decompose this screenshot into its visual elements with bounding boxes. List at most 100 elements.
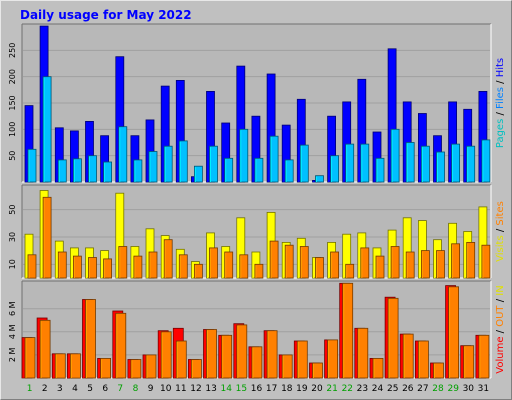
x-axis-labels: 1 2 3 4 5 6 7 8 9 10 11 12 13 14 15 16 17 18 19 20 21 22 23 24 2…	[27, 384, 489, 394]
chart-title: Daily usage for May 2022	[20, 8, 192, 22]
x-tick-label: 8	[133, 384, 139, 394]
x-tick-label: 1	[27, 384, 33, 394]
bar-sites-day-19	[299, 246, 309, 279]
bar-sites-day-10	[163, 239, 173, 279]
bar-files-day-6	[103, 161, 112, 183]
panel-legend: Volume / OUT / IN	[495, 285, 506, 373]
bar-files-day-13	[209, 145, 218, 183]
bar-out-day-26	[402, 333, 414, 379]
bar-sites-day-1	[27, 254, 37, 279]
bar-sites-day-27	[420, 250, 430, 279]
bar-sites-day-22	[345, 263, 355, 279]
x-tick-label: 30	[463, 384, 475, 394]
legend-part: Pages	[495, 119, 506, 148]
bar-sites-day-16	[254, 263, 264, 279]
legend-part: /	[495, 77, 506, 87]
bar-out-day-20	[312, 362, 323, 379]
bar-files-day-8	[133, 159, 143, 183]
bar-sites-day-18	[284, 244, 294, 279]
bar-files-day-26	[405, 142, 415, 183]
panel-1: 50 100 150 200 250 Pages / Files / Hits	[8, 23, 506, 183]
x-tick-label: 12	[190, 384, 201, 394]
bar-files-day-9	[148, 151, 158, 183]
y-tick-label: 10	[8, 259, 17, 269]
bar-sites-day-28	[436, 250, 445, 279]
bar-out-day-19	[296, 340, 308, 379]
bar-sites-day-17	[269, 240, 279, 279]
bar-out-day-28	[433, 362, 444, 379]
bar-sites-day-12	[193, 263, 203, 279]
x-tick-label: 28	[432, 384, 444, 394]
bar-files-day-16	[254, 157, 264, 183]
bar-files-day-28	[436, 151, 445, 183]
legend-part: Files	[495, 87, 506, 109]
bar-sites-day-31	[481, 244, 491, 279]
bar-files-day-29	[451, 143, 461, 183]
panel-legend: Pages / Files / Hits	[495, 58, 506, 148]
bar-out-day-16	[251, 346, 263, 379]
legend-part: Visits	[495, 235, 506, 262]
x-tick-label: 23	[357, 384, 368, 394]
y-tick-label: 50	[8, 205, 17, 215]
legend-part: /	[495, 109, 506, 119]
x-tick-label: 11	[175, 384, 186, 394]
x-tick-label: 6	[102, 384, 108, 394]
bar-sites-day-25	[390, 246, 400, 279]
x-tick-label: 10	[160, 384, 172, 394]
y-tick-label: 2 M	[8, 348, 17, 363]
bar-out-day-5	[85, 299, 96, 379]
bar-out-day-10	[160, 331, 172, 379]
bar-files-day-24	[375, 157, 385, 183]
bar-sites-day-23	[360, 247, 370, 279]
bar-files-day-18	[284, 159, 294, 183]
legend-part: Sites	[495, 201, 506, 225]
x-tick-label: 25	[387, 384, 398, 394]
x-tick-label: 3	[57, 384, 63, 394]
bar-out-day-22	[342, 282, 354, 379]
y-tick-label: 200	[8, 69, 17, 84]
bar-files-day-23	[360, 143, 370, 183]
bar-sites-day-4	[73, 255, 82, 279]
panel-2: 10 30 50 Visits / Sites	[8, 184, 506, 279]
x-tick-label: 15	[236, 384, 247, 394]
y-tick-label: 100	[8, 122, 17, 137]
bar-files-day-11	[178, 140, 188, 183]
bar-out-day-24	[372, 357, 384, 379]
bar-out-day-15	[236, 324, 248, 379]
x-tick-label: 9	[148, 384, 154, 394]
bar-sites-day-11	[178, 254, 188, 279]
bar-sites-day-6	[103, 258, 112, 279]
legend-part: /	[495, 296, 506, 306]
y-tick-label: 4 M	[8, 324, 17, 339]
x-tick-label: 13	[205, 384, 216, 394]
bar-files-day-4	[73, 158, 82, 183]
bar-files-day-10	[163, 145, 173, 183]
bar-out-day-31	[478, 334, 490, 379]
bar-files-day-5	[88, 155, 97, 183]
x-tick-label: 24	[372, 384, 384, 394]
bar-sites-day-7	[118, 246, 128, 279]
bar-files-day-22	[345, 143, 355, 183]
x-tick-label: 29	[447, 384, 459, 394]
bar-files-day-30	[466, 145, 476, 183]
bar-out-day-30	[463, 345, 475, 379]
legend-part: Volume	[495, 337, 506, 374]
bar-sites-day-13	[209, 247, 218, 279]
bar-sites-day-2	[42, 196, 52, 279]
x-tick-label: 2	[42, 384, 48, 394]
x-tick-label: 19	[296, 384, 308, 394]
bar-files-day-3	[57, 159, 67, 183]
x-tick-label: 7	[117, 384, 123, 394]
bar-out-day-17	[266, 330, 278, 379]
legend-part: /	[495, 226, 506, 236]
bar-sites-day-3	[57, 251, 67, 279]
bar-out-day-21	[327, 339, 339, 379]
bar-files-day-15	[239, 128, 249, 183]
bar-sites-day-5	[88, 257, 97, 279]
x-tick-label: 20	[311, 384, 323, 394]
x-tick-label: 21	[326, 384, 337, 394]
bar-sites-day-29	[451, 243, 461, 279]
bar-files-day-12	[193, 165, 203, 183]
bar-out-day-11	[175, 340, 187, 379]
x-tick-label: 22	[342, 384, 353, 394]
